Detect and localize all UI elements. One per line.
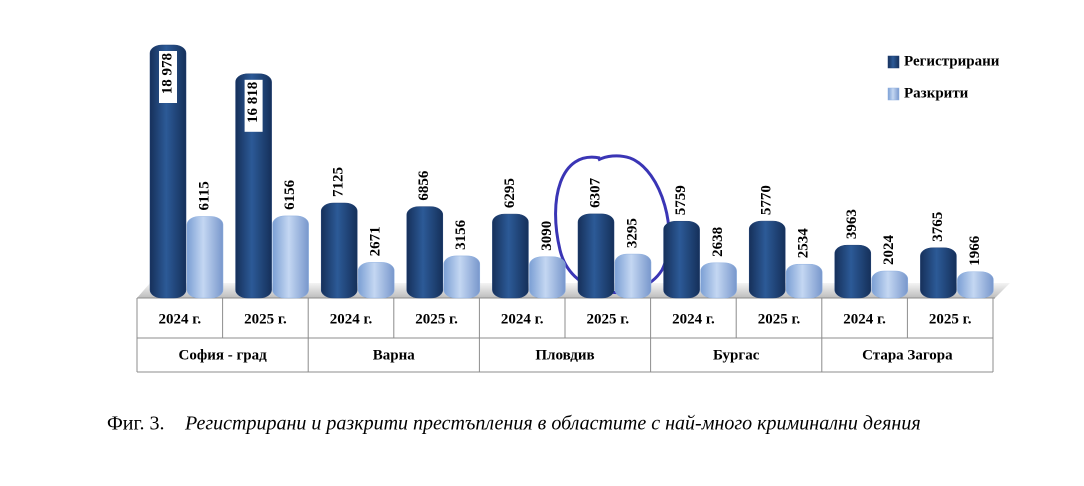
legend-swatch: [887, 87, 900, 101]
bar: [357, 262, 395, 299]
x-tick-label: 2025 г.: [586, 311, 629, 327]
value-label: 6856: [416, 170, 432, 201]
value-label: 18 978: [159, 53, 175, 94]
group-label: София - град: [178, 347, 267, 363]
value-label: 3963: [844, 209, 860, 239]
bar: [700, 262, 737, 299]
value-label: 5770: [759, 185, 775, 215]
value-label: 3090: [539, 221, 555, 251]
bar: [871, 270, 909, 299]
legend-label: Разкрити: [904, 85, 969, 101]
x-tick-label: 2025 г.: [244, 311, 287, 327]
value-label: 2638: [710, 227, 726, 257]
value-label: 5759: [673, 185, 689, 215]
caption: Регистрирани и разкрити престъпления в о…: [184, 413, 921, 435]
x-tick-label: 2025 г.: [929, 311, 972, 327]
bar: [443, 255, 481, 299]
hand-drawn-circle: [554, 154, 671, 294]
bar: [957, 271, 994, 299]
value-label: 1966: [967, 235, 983, 266]
bar: [149, 44, 187, 299]
value-label: 3765: [930, 212, 946, 242]
bar: [406, 206, 444, 299]
value-label: 2671: [368, 226, 384, 256]
group-label: Бургас: [713, 347, 760, 363]
group-label: Пловдив: [535, 347, 594, 363]
bar: [320, 202, 358, 299]
bar: [920, 247, 957, 299]
x-tick-label: 2024 г.: [501, 311, 544, 327]
bar: [834, 244, 872, 299]
legend-swatch: [887, 55, 900, 69]
value-label-box: [244, 79, 263, 132]
x-tick-label: 2024 г.: [672, 311, 715, 327]
group-label: Варна: [373, 347, 415, 363]
bar: [272, 215, 309, 299]
figure-label: Фиг. 3.: [107, 413, 164, 435]
category-table: [136, 297, 995, 373]
bar: [663, 220, 700, 299]
x-tick-label: 2024 г.: [330, 311, 373, 327]
x-tick-label: 2025 г.: [415, 311, 458, 327]
bar: [186, 216, 224, 299]
group-label: Стара Загора: [862, 347, 953, 363]
value-label-box: [159, 51, 177, 103]
value-label: 6156: [282, 179, 298, 210]
bar: [785, 263, 823, 299]
bar: [529, 256, 566, 299]
bar: [577, 213, 615, 299]
x-tick-label: 2025 г.: [758, 311, 801, 327]
value-label: 3295: [624, 218, 640, 248]
value-label: 2024: [881, 235, 897, 266]
legend-label: Регистрирани: [904, 53, 1000, 69]
x-tick-label: 2024 г.: [158, 311, 201, 327]
value-label: 2534: [796, 228, 812, 259]
value-label: 7125: [331, 167, 347, 197]
x-tick-label: 2024 г.: [843, 311, 886, 327]
bar: [614, 253, 652, 299]
value-label: 6295: [502, 178, 518, 208]
value-label: 16 818: [245, 82, 261, 123]
bar: [492, 213, 529, 299]
bar: [748, 220, 786, 299]
value-label: 3156: [453, 219, 469, 250]
value-label: 6307: [587, 177, 603, 208]
value-label: 6115: [196, 181, 212, 210]
